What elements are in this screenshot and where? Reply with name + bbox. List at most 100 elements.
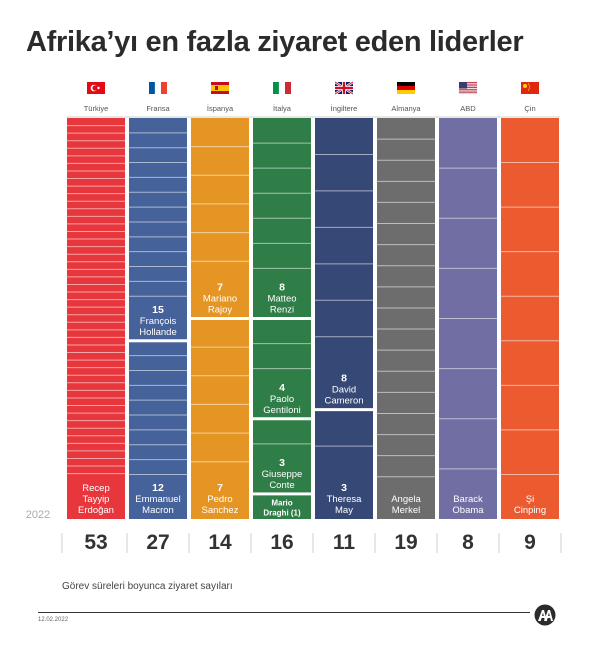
leader-label-box: [501, 491, 559, 519]
leader-name: Theresa: [327, 494, 363, 505]
leader-label-box: [253, 279, 311, 317]
france-flag-red: [161, 82, 167, 94]
country-label: Fransa: [146, 104, 170, 113]
leader-name: Draghi (1): [263, 508, 301, 517]
country-label: Çin: [524, 104, 535, 113]
leader-name: Erdoğan: [78, 505, 114, 516]
france-flag-blue: [149, 82, 155, 94]
italy-flag-red: [285, 82, 291, 94]
country-bar: [315, 118, 373, 519]
leader-name: Pedro: [207, 494, 232, 505]
leader-label-box: [191, 480, 249, 519]
leader-label-box: [315, 370, 373, 409]
leader-visit-count: 4: [279, 382, 285, 394]
leader-name: Obama: [452, 505, 484, 516]
leader-label-box: [439, 491, 497, 519]
leader-name: Hollande: [139, 327, 177, 338]
turkey-flag-star: [97, 86, 100, 90]
france-flag-white: [154, 81, 162, 95]
leader-name: François: [140, 316, 177, 327]
country-label: İngiltere: [331, 104, 358, 113]
germany-flag-black: [397, 82, 415, 86]
leader-name: Barack: [453, 494, 483, 505]
leader-name: Giuseppe: [262, 469, 303, 480]
leader-visit-count: 7: [217, 282, 223, 294]
leader-separator: [253, 417, 311, 421]
leader-name: Cinping: [514, 505, 546, 516]
spain-flag-emblem: [215, 86, 218, 90]
leader-name: Macron: [142, 505, 174, 516]
leader-name: Mario: [271, 498, 292, 507]
leader-visit-count: 3: [279, 457, 285, 469]
italy-flag-white: [278, 81, 286, 95]
country-bar: [501, 118, 559, 519]
footer-rule: [38, 612, 530, 613]
china-flag-star: [523, 84, 527, 88]
country-total: 27: [146, 531, 169, 554]
country-label: İtalya: [273, 104, 292, 113]
china-flag-small-star: [527, 89, 530, 91]
publish-date: 12.02.2022: [38, 617, 69, 623]
chart-title: Afrika’yı en fazla ziyaret eden liderler: [26, 26, 524, 58]
leader-name: Şi: [526, 494, 534, 505]
leader-separator: [129, 339, 187, 343]
usa-flag-stripe: [459, 92, 477, 94]
country-total: 19: [394, 531, 417, 554]
china-flag-small-star: [528, 87, 531, 89]
country-bar: [67, 118, 125, 519]
leader-name: Renzi: [270, 305, 294, 316]
spain-flag-yellow: [211, 85, 229, 91]
leader-label-box: [253, 379, 311, 418]
country-total: 14: [208, 531, 232, 554]
country-total: 8: [462, 531, 474, 554]
leader-name: Angela: [391, 494, 421, 505]
uk-flag-cross-h-red: [335, 86, 353, 90]
germany-flag-red: [397, 86, 415, 90]
country-bar: [377, 118, 435, 519]
leader-visit-count: 12: [152, 482, 164, 494]
leader-name: Sanchez: [202, 505, 239, 516]
usa-flag-stripe: [459, 90, 477, 92]
country-label: Türkiye: [84, 104, 109, 113]
italy-flag-green: [273, 82, 279, 94]
leader-name: Mariano: [203, 294, 237, 305]
leader-separator: [315, 408, 373, 412]
leader-label-box: [377, 491, 435, 519]
country-total: 53: [84, 531, 107, 554]
leader-separator: [253, 317, 311, 320]
aa-logo-icon: [534, 604, 556, 626]
leader-label-box: [129, 480, 187, 519]
leader-label-box: [253, 454, 311, 493]
country-total: 11: [333, 531, 356, 554]
leader-label-box: [191, 279, 249, 317]
usa-flag-canton: [459, 82, 467, 89]
china-flag-small-star: [528, 85, 531, 87]
usa-flag-stripe: [459, 83, 477, 85]
leader-visit-count: 3: [341, 482, 347, 494]
leader-visit-count: 15: [152, 304, 164, 316]
china-flag-small-star: [527, 83, 530, 85]
leader-name: Rajoy: [208, 305, 233, 316]
leader-visit-count: 8: [279, 282, 285, 294]
leader-name: May: [335, 505, 353, 516]
country-label: ABD: [460, 104, 476, 113]
leader-label-box: [315, 480, 373, 519]
usa-flag-stripe: [459, 85, 477, 87]
year-label: 2022: [26, 509, 50, 521]
country-label: Almanya: [391, 104, 421, 113]
turkey-flag-crescent-cut: [92, 85, 98, 91]
usa-flag-stripe: [459, 87, 477, 89]
leader-visit-count: 7: [217, 482, 223, 494]
country-total: 9: [524, 531, 536, 554]
leader-name: David: [332, 385, 356, 396]
leader-name: Recep: [82, 483, 109, 494]
leader-name: Paolo: [270, 394, 294, 405]
germany-flag-gold: [397, 90, 415, 94]
leader-name: Merkel: [392, 505, 421, 516]
country-total: 16: [270, 531, 293, 554]
leader-name: Cameron: [324, 396, 363, 407]
leader-label-box: [253, 495, 311, 519]
usa-flag-stripe: [459, 88, 477, 90]
leader-separator: [253, 492, 311, 496]
